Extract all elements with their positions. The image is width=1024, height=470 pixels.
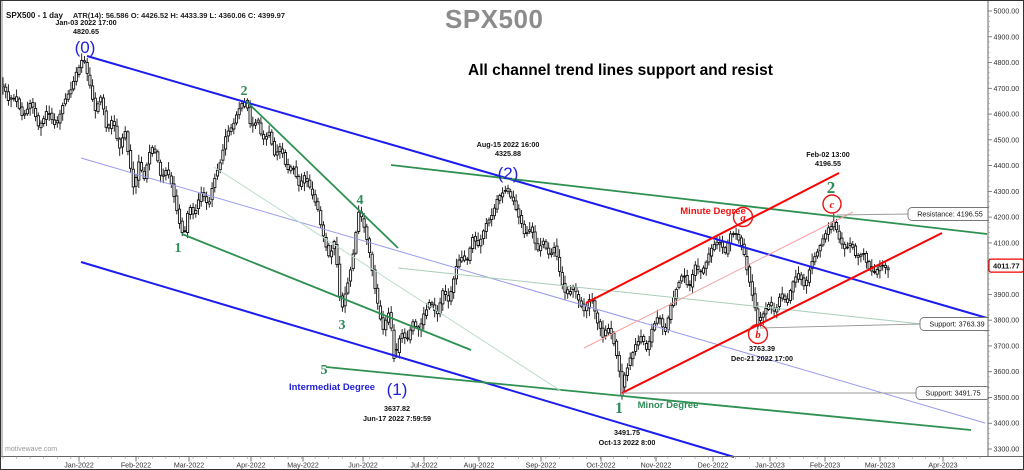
wave-circle-letter: c: [830, 199, 835, 211]
chart-annotation: Aug-15 2022 16:00: [477, 140, 540, 149]
month-tick-label: Feb-2022: [121, 462, 151, 470]
green-line-1-3[interactable]: [181, 233, 472, 351]
level-label-text: Resistance: 4196.55: [917, 210, 983, 219]
chart-annotation: 3491.75: [614, 428, 640, 437]
month-tick-label: Sep-2022: [526, 462, 557, 470]
blue-channel-lower[interactable]: [80, 261, 735, 458]
price-tick-label: 3300.00: [994, 446, 1020, 454]
price-tick-label: 4700.00: [994, 85, 1020, 93]
wave-circle: [732, 206, 754, 228]
month-tick-label: Mar-2022: [174, 462, 204, 470]
chart-annotation: 1: [615, 400, 623, 417]
chart-annotation: 4325.88: [495, 149, 521, 158]
green-faint-steep[interactable]: [213, 166, 562, 392]
month-tick-label: Mar-2023: [865, 462, 895, 470]
price-tick-label: 3900.00: [994, 291, 1020, 299]
chart-annotation: (1): [387, 380, 408, 399]
chart-annotation: Intermediat Degree: [289, 382, 375, 393]
levels-layer: Resistance: 4196.55 Support: 3763.39 Suppo…: [623, 207, 995, 400]
month-tick-label: Nov-2022: [641, 462, 672, 470]
chart-annotation: 4196.55: [815, 159, 841, 168]
wave-circle-letter: a: [740, 212, 746, 224]
candles-layer: [1, 53, 890, 400]
chart-annotation: Minute Degree: [680, 206, 745, 217]
level-connector: [759, 323, 921, 329]
red-faint-median[interactable]: [583, 211, 854, 349]
green-line-from-2[interactable]: [390, 164, 988, 235]
price-tick-label: 4100.00: [994, 239, 1020, 247]
chart-annotation: Minor Degree: [638, 400, 699, 411]
chart-subtitle: All channel trend lines support and resi…: [468, 62, 773, 79]
blue-channel-median[interactable]: [80, 157, 986, 424]
price-tick-label: 4500.00: [994, 136, 1020, 144]
chart-annotation: (2): [498, 164, 519, 183]
month-tick-label: Jan-2022: [64, 462, 94, 470]
chart-annotation: 4: [357, 193, 364, 208]
chart-annotation: (0): [75, 38, 96, 57]
price-tick-label: 3600.00: [994, 368, 1020, 376]
wave-circle: [822, 194, 842, 214]
price-tick-label: 4600.00: [994, 111, 1020, 119]
price-tick-label: 3700.00: [994, 342, 1020, 350]
price-tick-label: 3800.00: [994, 317, 1020, 325]
red-channel-lower[interactable]: [621, 232, 943, 394]
chart-legend: SPX500 - 1 day ATR(14): 56.586 O: 4426.52…: [6, 5, 285, 23]
price-tick-label: 4300.00: [994, 188, 1020, 196]
chart-annotation: 1: [175, 241, 182, 256]
green-faint-median[interactable]: [397, 267, 988, 332]
green-line-minor[interactable]: [325, 366, 972, 431]
instrument-timeframe-label: SPX500 - 1 day: [6, 11, 63, 20]
level-label-text: Support: 3763.39: [929, 320, 984, 329]
month-tick-label: Feb-2023: [810, 462, 840, 470]
chart-annotation: Oct-13 2022 8:00: [599, 438, 656, 447]
month-tick-label: Jun-2022: [348, 462, 378, 470]
price-tick-label: 3500.00: [994, 394, 1020, 402]
level-connector: [836, 213, 909, 216]
month-tick-label: Oct-2022: [586, 462, 615, 470]
month-tick-label: Apr-2023: [928, 462, 957, 470]
month-tick-label: Aug-2022: [464, 462, 495, 470]
month-tick-label: Jan-2023: [755, 462, 785, 470]
month-tick-label: Dec-2022: [698, 462, 729, 470]
watermark: motivewave.com: [5, 446, 58, 453]
last-price-value: 4011.77: [993, 261, 1020, 270]
month-tick-label: Apr-2022: [236, 462, 265, 470]
chart-annotation: 4820.65: [73, 27, 99, 36]
price-tick-label: 5000.00: [994, 8, 1020, 16]
chart-annotation: Dec-21 2022 17:00: [731, 354, 793, 363]
last-price-box: [988, 258, 1023, 273]
green-line-2-4[interactable]: [245, 100, 399, 249]
chart-annotation: 2: [827, 178, 836, 197]
last-price-marker: 4011.77: [988, 258, 1023, 273]
wave-circle-letter: b: [755, 329, 761, 341]
price-tick-label: 4200.00: [994, 214, 1020, 222]
blue-channel-upper[interactable]: [86, 55, 988, 319]
level-label-text: Support: 3491.75: [925, 389, 980, 398]
price-tick-label: 4800.00: [994, 59, 1020, 67]
price-axis-area[interactable]: [989, 1, 1024, 470]
month-tick-label: May-2022: [287, 462, 319, 470]
price-tick-label: 4900.00: [994, 33, 1020, 41]
chart-annotation: 3637.82: [384, 404, 410, 413]
price-tick-label: 3400.00: [994, 420, 1020, 428]
chart-annotation: 3763.39: [749, 344, 775, 353]
chart-annotation: 5: [321, 363, 328, 378]
wave-circle: [747, 323, 769, 345]
chart-annotation: Feb-02 13:00: [806, 150, 850, 159]
trendlines-layer: [80, 55, 988, 458]
chart-annotation: Jan-03 2022 17:00: [55, 18, 116, 27]
chart-annotation: Jun-17 2022 7:59:59: [363, 414, 431, 423]
chart-annotation: 2: [241, 84, 248, 99]
ohlc-stats-label: ATR(14): 56.586 O: 4426.52 H: 4433.39 L:…: [72, 11, 285, 20]
red-channel-upper[interactable]: [585, 172, 840, 304]
chart-annotation: 3: [339, 318, 346, 333]
month-tick-label: Jul-2022: [410, 462, 437, 470]
chart-title: SPX500: [445, 4, 544, 34]
price-tick-label: 4400.00: [994, 162, 1020, 170]
